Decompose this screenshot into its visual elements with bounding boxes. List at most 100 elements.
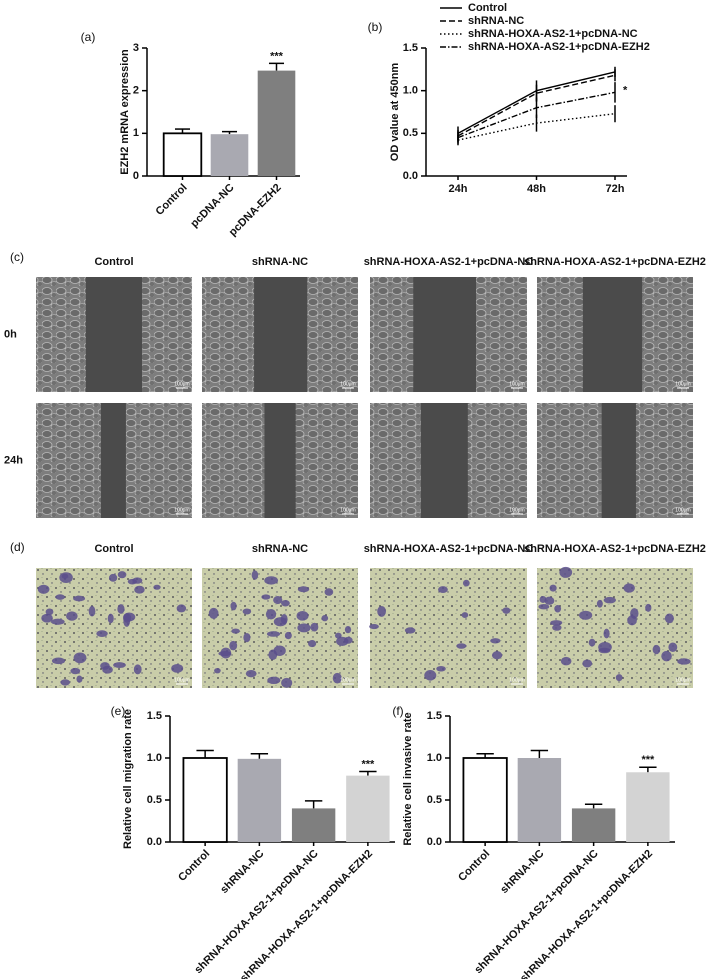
stained-cell (550, 620, 563, 626)
row-label: 0h (4, 328, 17, 340)
micrograph: 100μm (537, 277, 693, 392)
stained-cell (490, 638, 501, 644)
stained-cell (324, 588, 334, 596)
bar (182, 757, 228, 843)
y-tick-label: 0.5 (147, 794, 162, 806)
legend-label: shRNA-HOXA-AS2-1+pcDNA-EZH2 (468, 41, 650, 53)
stained-cell (603, 628, 610, 639)
scratch-gap (85, 277, 142, 392)
stained-cell (60, 679, 70, 686)
column-header: shRNA-HOXA-AS2-1+pcDNA-EZH2 (524, 543, 706, 555)
y-tick-label: 0.0 (147, 836, 162, 848)
stained-cell (664, 613, 674, 624)
stained-cell (491, 651, 503, 660)
stained-cell (578, 610, 593, 620)
stained-cell (45, 608, 54, 616)
stained-cell (108, 573, 118, 582)
scale-bar-label: 100μm (509, 507, 524, 513)
stained-cell (438, 586, 448, 593)
micrograph: 100μm (370, 403, 527, 518)
x-tick-label: 48h (527, 183, 546, 195)
stained-cell (117, 604, 125, 614)
stained-cell (107, 613, 114, 624)
stained-cell (552, 624, 562, 631)
stained-cell (554, 605, 562, 613)
scale-bar-label: 100μm (340, 507, 355, 513)
scratch-gap (601, 403, 636, 518)
stained-cell (176, 604, 187, 613)
y-tick-label: 1.5 (147, 710, 162, 722)
y-tick-label: 1.0 (427, 752, 442, 764)
stained-cell (117, 571, 127, 579)
stained-cell (424, 670, 437, 681)
significance: * (623, 84, 628, 96)
scratch-gap (100, 403, 126, 518)
stained-cell (627, 615, 637, 626)
column-header: Control (94, 543, 133, 555)
scratch-gap (582, 277, 643, 392)
stained-cell (560, 656, 572, 666)
y-tick-label: 2 (133, 85, 139, 97)
stained-cell (229, 640, 238, 651)
y-tick-label: 0 (133, 170, 139, 182)
x-tick-label: shRNA-NC (498, 848, 546, 896)
x-tick-label: 72h (606, 183, 625, 195)
stained-cell (251, 570, 259, 580)
x-tick-label: Control (176, 848, 212, 884)
stained-cell (273, 617, 287, 627)
panel-label: (e) (111, 704, 126, 718)
x-tick-label: pcDNA-NC (188, 182, 236, 230)
stained-cell (123, 615, 131, 627)
scratch-gap (254, 277, 308, 392)
bar (346, 775, 390, 842)
image (370, 568, 527, 688)
stained-cell (264, 576, 279, 585)
stained-cell (343, 636, 353, 644)
stained-cell (297, 623, 311, 633)
bar (257, 70, 296, 176)
significance: *** (270, 50, 284, 62)
y-tick-label: 1.0 (403, 85, 418, 97)
stained-cell (436, 665, 446, 672)
stained-cell (127, 578, 137, 585)
scratch-gap (413, 277, 477, 392)
stained-cell (544, 596, 555, 605)
stained-cell (88, 605, 96, 617)
y-tick-label: 0.5 (403, 127, 418, 139)
column-header: Control (94, 256, 133, 268)
scale-bar-label: 100μm (509, 677, 524, 683)
micrograph: 100μm (202, 277, 358, 392)
y-tick-label: 1.5 (427, 710, 442, 722)
column-header: shRNA-HOXA-AS2-1+pcDNA-NC (364, 543, 534, 555)
stained-cell (462, 579, 470, 587)
stained-cell (51, 657, 66, 665)
stained-cell (73, 652, 87, 664)
legend-label: Control (468, 2, 507, 14)
scale-bar-label: 100μm (675, 507, 690, 513)
y-tick-label: 0.0 (427, 836, 442, 848)
micrograph: 100μm (370, 277, 527, 392)
panel-label: (c) (10, 250, 24, 264)
stained-cell (230, 601, 237, 611)
stained-cell (273, 645, 286, 656)
stained-cell (596, 599, 603, 608)
scale-bar-label: 100μm (675, 381, 690, 387)
panel-label: (f) (392, 704, 403, 718)
stained-cell (51, 618, 65, 625)
panel-label: (b) (368, 20, 383, 34)
x-tick-label: 24h (449, 183, 468, 195)
y-axis-label: EZH2 mRNA expression (119, 49, 131, 175)
scale-bar-label: 100μm (340, 381, 355, 387)
stained-cell (171, 663, 184, 673)
stained-cell (153, 584, 161, 590)
stained-cell (273, 596, 283, 605)
column-header: shRNA-NC (252, 256, 308, 268)
micrograph: 100μm (36, 568, 192, 688)
bar (291, 808, 336, 842)
scale-bar-label: 100μm (174, 381, 189, 387)
y-tick-label: 0.5 (427, 794, 442, 806)
y-tick-label: 1.5 (403, 42, 418, 54)
stained-cell (549, 584, 557, 592)
stained-cell (296, 610, 309, 621)
